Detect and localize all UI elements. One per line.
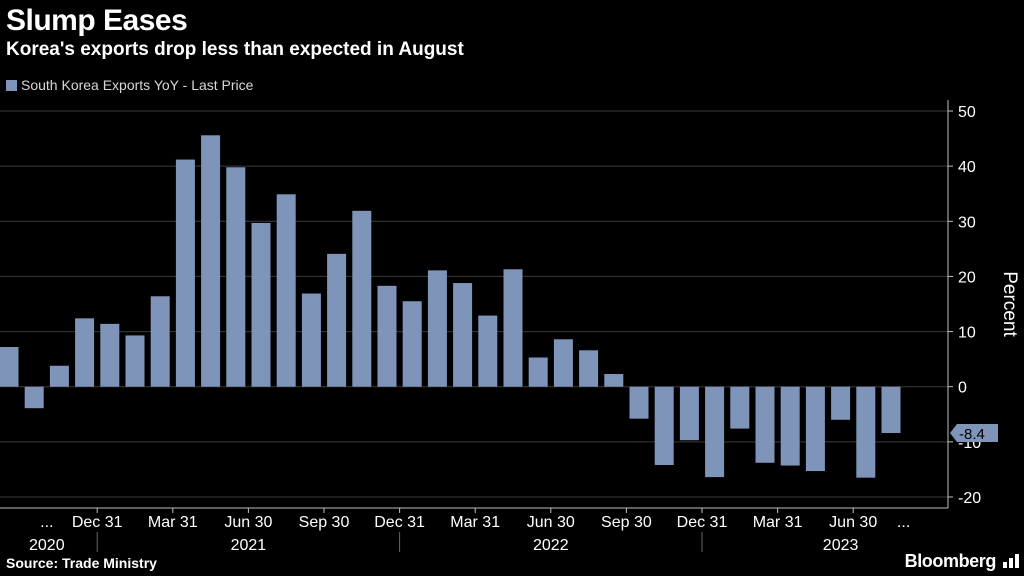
y-tick-label: 10 (958, 325, 976, 342)
bar (679, 386, 699, 441)
source-note: Source: Trade Ministry (6, 555, 157, 571)
x-tick-label: Mar 31 (753, 514, 803, 531)
x-tick-label: ... (40, 514, 53, 531)
bar (327, 253, 347, 387)
bar (453, 283, 473, 387)
bar (629, 386, 649, 419)
bar (226, 167, 246, 387)
y-tick-label: -20 (958, 490, 981, 507)
last-value-badge (950, 424, 998, 443)
x-tick-label: Mar 31 (450, 514, 500, 531)
bar (553, 339, 573, 387)
bar (75, 318, 95, 387)
bar (175, 159, 195, 387)
x-tick-label: Jun 30 (829, 514, 877, 531)
x-tick-label: Mar 31 (148, 514, 198, 531)
legend: South Korea Exports YoY - Last Price (6, 77, 253, 93)
bar (301, 293, 321, 387)
bar (402, 301, 422, 387)
bar (705, 386, 725, 478)
bar (755, 386, 775, 463)
bar (352, 210, 372, 387)
bar (503, 269, 523, 387)
bar (805, 386, 825, 472)
legend-label: South Korea Exports YoY - Last Price (21, 77, 254, 93)
bar (856, 386, 876, 478)
y-axis-label: Percent (999, 271, 1020, 337)
bar (276, 194, 296, 387)
x-tick-label: Dec 31 (374, 514, 425, 531)
y-tick-label: 40 (958, 159, 976, 176)
bar (100, 323, 120, 387)
x-tick-label: Jun 30 (527, 514, 575, 531)
bar (24, 386, 44, 409)
bar (0, 347, 19, 387)
chart-title: Slump Eases (6, 4, 188, 37)
last-value-label: -8.4 (959, 426, 985, 443)
bloomberg-mark-icon (1003, 554, 1019, 568)
y-tick-label: 30 (958, 214, 976, 231)
bar (780, 386, 800, 466)
brand-logo: Bloomberg (904, 551, 997, 571)
y-tick-label: 0 (958, 380, 967, 397)
bar (150, 296, 170, 387)
bar (478, 315, 498, 387)
bar (881, 386, 901, 434)
year-label: 2020 (29, 537, 65, 554)
x-tick-label: Dec 31 (677, 514, 728, 531)
bar (251, 222, 271, 387)
legend-swatch (6, 79, 17, 91)
year-label: 2023 (823, 537, 859, 554)
bar (427, 270, 447, 387)
bar (125, 335, 145, 387)
bar (528, 357, 548, 387)
chart-subtitle: Korea's exports drop less than expected … (6, 39, 464, 60)
y-tick-label: 50 (958, 104, 976, 121)
bar (49, 365, 69, 387)
bar (377, 285, 397, 387)
bar (604, 374, 624, 387)
x-tick-label: Sep 30 (299, 514, 350, 531)
bar (654, 386, 674, 465)
year-label: 2022 (533, 537, 569, 554)
year-label: 2021 (231, 537, 267, 554)
x-tick-label: Sep 30 (601, 514, 652, 531)
bar (201, 135, 221, 387)
x-tick-label: ... (897, 514, 910, 531)
bar (579, 350, 599, 387)
bar (831, 386, 851, 420)
x-tick-label: Jun 30 (224, 514, 272, 531)
x-tick-label: Dec 31 (72, 514, 123, 531)
bar (730, 386, 750, 429)
y-tick-label: 20 (958, 269, 976, 286)
